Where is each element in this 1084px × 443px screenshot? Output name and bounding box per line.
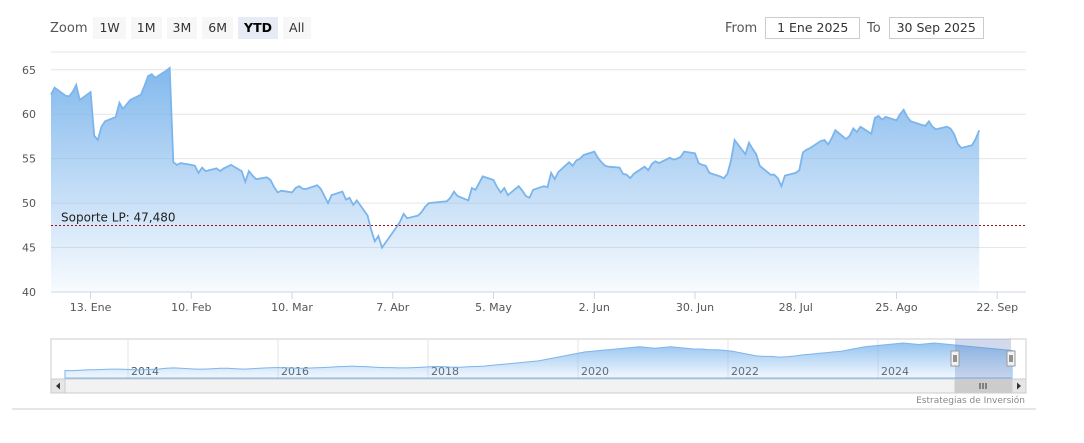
y-tick-label: 50: [22, 197, 36, 210]
x-tick-label: 28. Jul: [779, 301, 813, 314]
series-line: [50, 66, 981, 250]
zoom-selector: Zoom 1W 1M 3M 6M YTD All: [50, 16, 316, 40]
zoom-ytd-button[interactable]: YTD: [238, 17, 279, 39]
range-to: To 30 Sep 2025: [867, 17, 984, 39]
navigator-series: [64, 342, 1013, 379]
scrollbar[interactable]: [50, 378, 1027, 394]
x-tick-label: 5. May: [475, 301, 512, 314]
x-tick-label: 10. Feb: [171, 301, 211, 314]
zoom-all-button[interactable]: All: [283, 17, 311, 39]
zoom-label: Zoom: [50, 20, 88, 36]
y-tick-label: 60: [22, 108, 36, 121]
arrow-right-icon: [1017, 382, 1021, 390]
x-tick-label: 30. Jun: [676, 301, 714, 314]
navigator[interactable]: 201420162018202020222024: [50, 338, 1027, 380]
from-date-input[interactable]: 1 Ene 2025: [765, 17, 861, 39]
navigator-left-handle[interactable]: [950, 350, 960, 367]
range-from: From 1 Ene 2025: [725, 17, 861, 39]
to-label: To: [867, 20, 881, 36]
x-tick-label: 2. Jun: [579, 301, 610, 314]
zoom-3m-button[interactable]: 3M: [166, 17, 198, 39]
zoom-1w-button[interactable]: 1W: [93, 17, 126, 39]
x-tick-label: 22. Sep: [976, 301, 1018, 314]
series-area: [51, 68, 980, 292]
y-tick-label: 55: [22, 153, 36, 166]
y-axis: 40 45 50 55 60 65: [22, 64, 36, 299]
zoom-6m-button[interactable]: 6M: [202, 17, 234, 39]
y-tick-label: 45: [22, 242, 36, 255]
x-axis: 13. Ene 10. Feb 10. Mar 7. Abr 5. May 2. Jun 3…: [70, 292, 1018, 314]
x-tick-label: 13. Ene: [70, 301, 112, 314]
x-tick-label: 25. Ago: [875, 301, 917, 314]
navigator-right-handle[interactable]: [1006, 350, 1016, 367]
scrollbar-track[interactable]: [50, 378, 1027, 394]
y-tick-label: 40: [22, 286, 36, 299]
x-tick-label: 10. Mar: [271, 301, 313, 314]
zoom-1m-button[interactable]: 1M: [130, 17, 162, 39]
x-tick-label: 7. Abr: [376, 301, 409, 314]
support-label: Soporte LP: 47,480: [61, 211, 176, 225]
arrow-left-icon: [56, 382, 60, 390]
y-tick-label: 65: [22, 64, 36, 77]
to-date-input[interactable]: 30 Sep 2025: [888, 17, 984, 39]
credit-text[interactable]: Estrategias de Inversión: [916, 395, 1025, 406]
navigator-selection[interactable]: [955, 339, 1011, 379]
from-label: From: [725, 20, 758, 36]
